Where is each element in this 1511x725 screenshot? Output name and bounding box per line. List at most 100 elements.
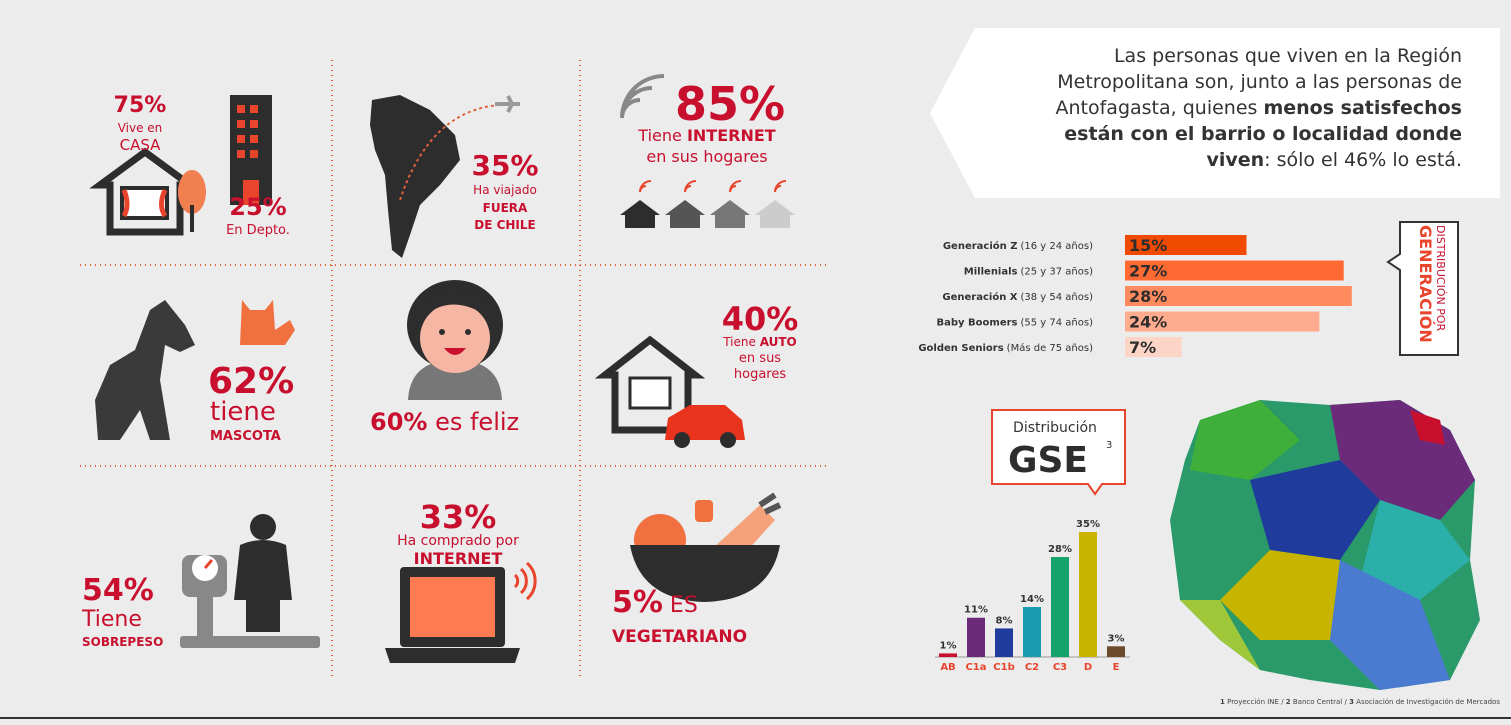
bar: [1125, 260, 1344, 281]
stat: 35%: [471, 149, 538, 182]
category-label: Generación Z (16 y 24 años): [943, 240, 1093, 252]
text: 1: [1220, 698, 1225, 706]
stat-text: en sus hogares: [646, 147, 767, 166]
value-label: 28%: [1048, 544, 1072, 555]
stat-text: FUERA: [483, 201, 528, 215]
text: Generación X: [942, 291, 1017, 303]
stat-text: DE CHILE: [474, 218, 536, 232]
value-label: 3%: [1108, 633, 1125, 644]
text: (Más de 75 años): [1007, 342, 1093, 354]
stat-text: en sus: [739, 351, 781, 366]
bar: [1125, 337, 1182, 357]
value-label: 7%: [1129, 338, 1156, 357]
stat: 54%: [82, 573, 154, 608]
text: Generación Z: [943, 240, 1018, 252]
value-label: 14%: [1020, 594, 1044, 605]
text: (16 y 24 años): [1021, 241, 1094, 252]
label-box: [991, 409, 1126, 496]
bar: [1125, 235, 1247, 255]
text: Golden Seniors: [918, 343, 1003, 354]
label-box: [1386, 221, 1459, 356]
internet-icons: [620, 74, 665, 119]
text: Millenials: [964, 267, 1018, 278]
stat-text: Ha viajado: [473, 183, 537, 197]
car-icons: [594, 335, 745, 448]
stat: 62%: [208, 361, 294, 402]
footnote: 1 Proyección INE / 2 Banco Central / 3 A…: [1220, 698, 1500, 706]
stat-text: CASA: [120, 136, 162, 154]
text: Proyección INE /: [1225, 698, 1286, 706]
value-label: 1%: [940, 640, 957, 651]
category-label: C1a: [965, 662, 986, 673]
bar: [1125, 311, 1320, 332]
text: viven: [1206, 149, 1264, 171]
quote-line: viven: sólo el 46% lo está.: [1206, 149, 1462, 171]
text: Baby Boomers: [937, 318, 1018, 329]
text: menos satisfechos: [1263, 97, 1462, 119]
bar: [1051, 557, 1069, 657]
weight-icons: [180, 514, 320, 648]
stat: 25%: [229, 193, 286, 221]
stat-text: En Depto.: [226, 223, 290, 238]
text: : sólo el 46% lo está.: [1264, 149, 1462, 171]
value-label: 11%: [964, 605, 988, 616]
text: AUTO: [760, 335, 797, 349]
stat: 5% ES: [612, 585, 698, 620]
text: (55 y 74 años): [1021, 318, 1094, 329]
text: Tiene: [637, 126, 687, 145]
text: Antofagasta, quienes: [1056, 97, 1264, 119]
map: [1170, 400, 1480, 690]
stat-text: Tiene: [81, 607, 142, 632]
happy-icon: [407, 280, 503, 400]
category-label: C3: [1053, 662, 1067, 673]
stat: 33%: [420, 498, 497, 536]
laptop-icon: [385, 561, 537, 663]
category-label: Golden Seniors (Más de 75 años): [918, 342, 1093, 354]
text: INTERNET: [687, 126, 776, 145]
category-label: AB: [940, 662, 955, 673]
bar: [939, 653, 957, 657]
bar: [967, 617, 985, 657]
chart-subtitle: GSE: [1008, 440, 1088, 481]
stat-text: MASCOTA: [210, 429, 281, 444]
bar: [1023, 607, 1041, 657]
text: Banco Central /: [1291, 698, 1349, 706]
text: 3: [1349, 698, 1354, 706]
stat: 40%: [722, 300, 799, 338]
value-label: 35%: [1076, 519, 1100, 530]
housing-icons: [89, 95, 272, 236]
houses: [620, 180, 795, 228]
chart-title: DISTRIBUCIÓN POR: [1434, 225, 1447, 332]
bar: [1125, 286, 1352, 306]
stat: 85%: [675, 77, 785, 131]
food-icon: [630, 492, 782, 602]
stat-text: Tiene INTERNET: [637, 126, 775, 145]
value-label: 27%: [1129, 262, 1167, 281]
travel-icons: [370, 95, 520, 258]
stat-text: Tiene AUTO: [722, 335, 797, 349]
quote-line: Metropolitana son, junto a las personas …: [1057, 71, 1462, 93]
text: (25 y 37 años): [1021, 267, 1094, 278]
quote: Las personas que viven en la Región Metr…: [1056, 45, 1463, 171]
chart-title: Distribución: [1013, 420, 1097, 436]
stat: 60% es feliz: [370, 408, 519, 436]
quote-box: [930, 28, 1500, 198]
category-label: D: [1084, 662, 1092, 673]
value-label: 8%: [996, 615, 1013, 626]
stat-text: SOBREPESO: [82, 635, 163, 649]
text: 60%: [370, 408, 427, 436]
quote-line: están con el barrio o localidad donde: [1064, 123, 1462, 145]
bar: [995, 628, 1013, 657]
pet-icons: [95, 300, 295, 440]
stat-text: INTERNET: [414, 549, 503, 568]
stat-text: Ha comprado por: [397, 533, 519, 549]
footnote-ref: 3: [1106, 440, 1112, 451]
stat-text: Vive en: [118, 121, 163, 135]
category-label: E: [1113, 662, 1120, 673]
text: 5%: [612, 585, 663, 620]
category-label: Baby Boomers (55 y 74 años): [937, 318, 1094, 329]
value-label: 15%: [1129, 236, 1167, 255]
value-label: 28%: [1129, 287, 1167, 306]
category-label: C2: [1025, 662, 1039, 673]
